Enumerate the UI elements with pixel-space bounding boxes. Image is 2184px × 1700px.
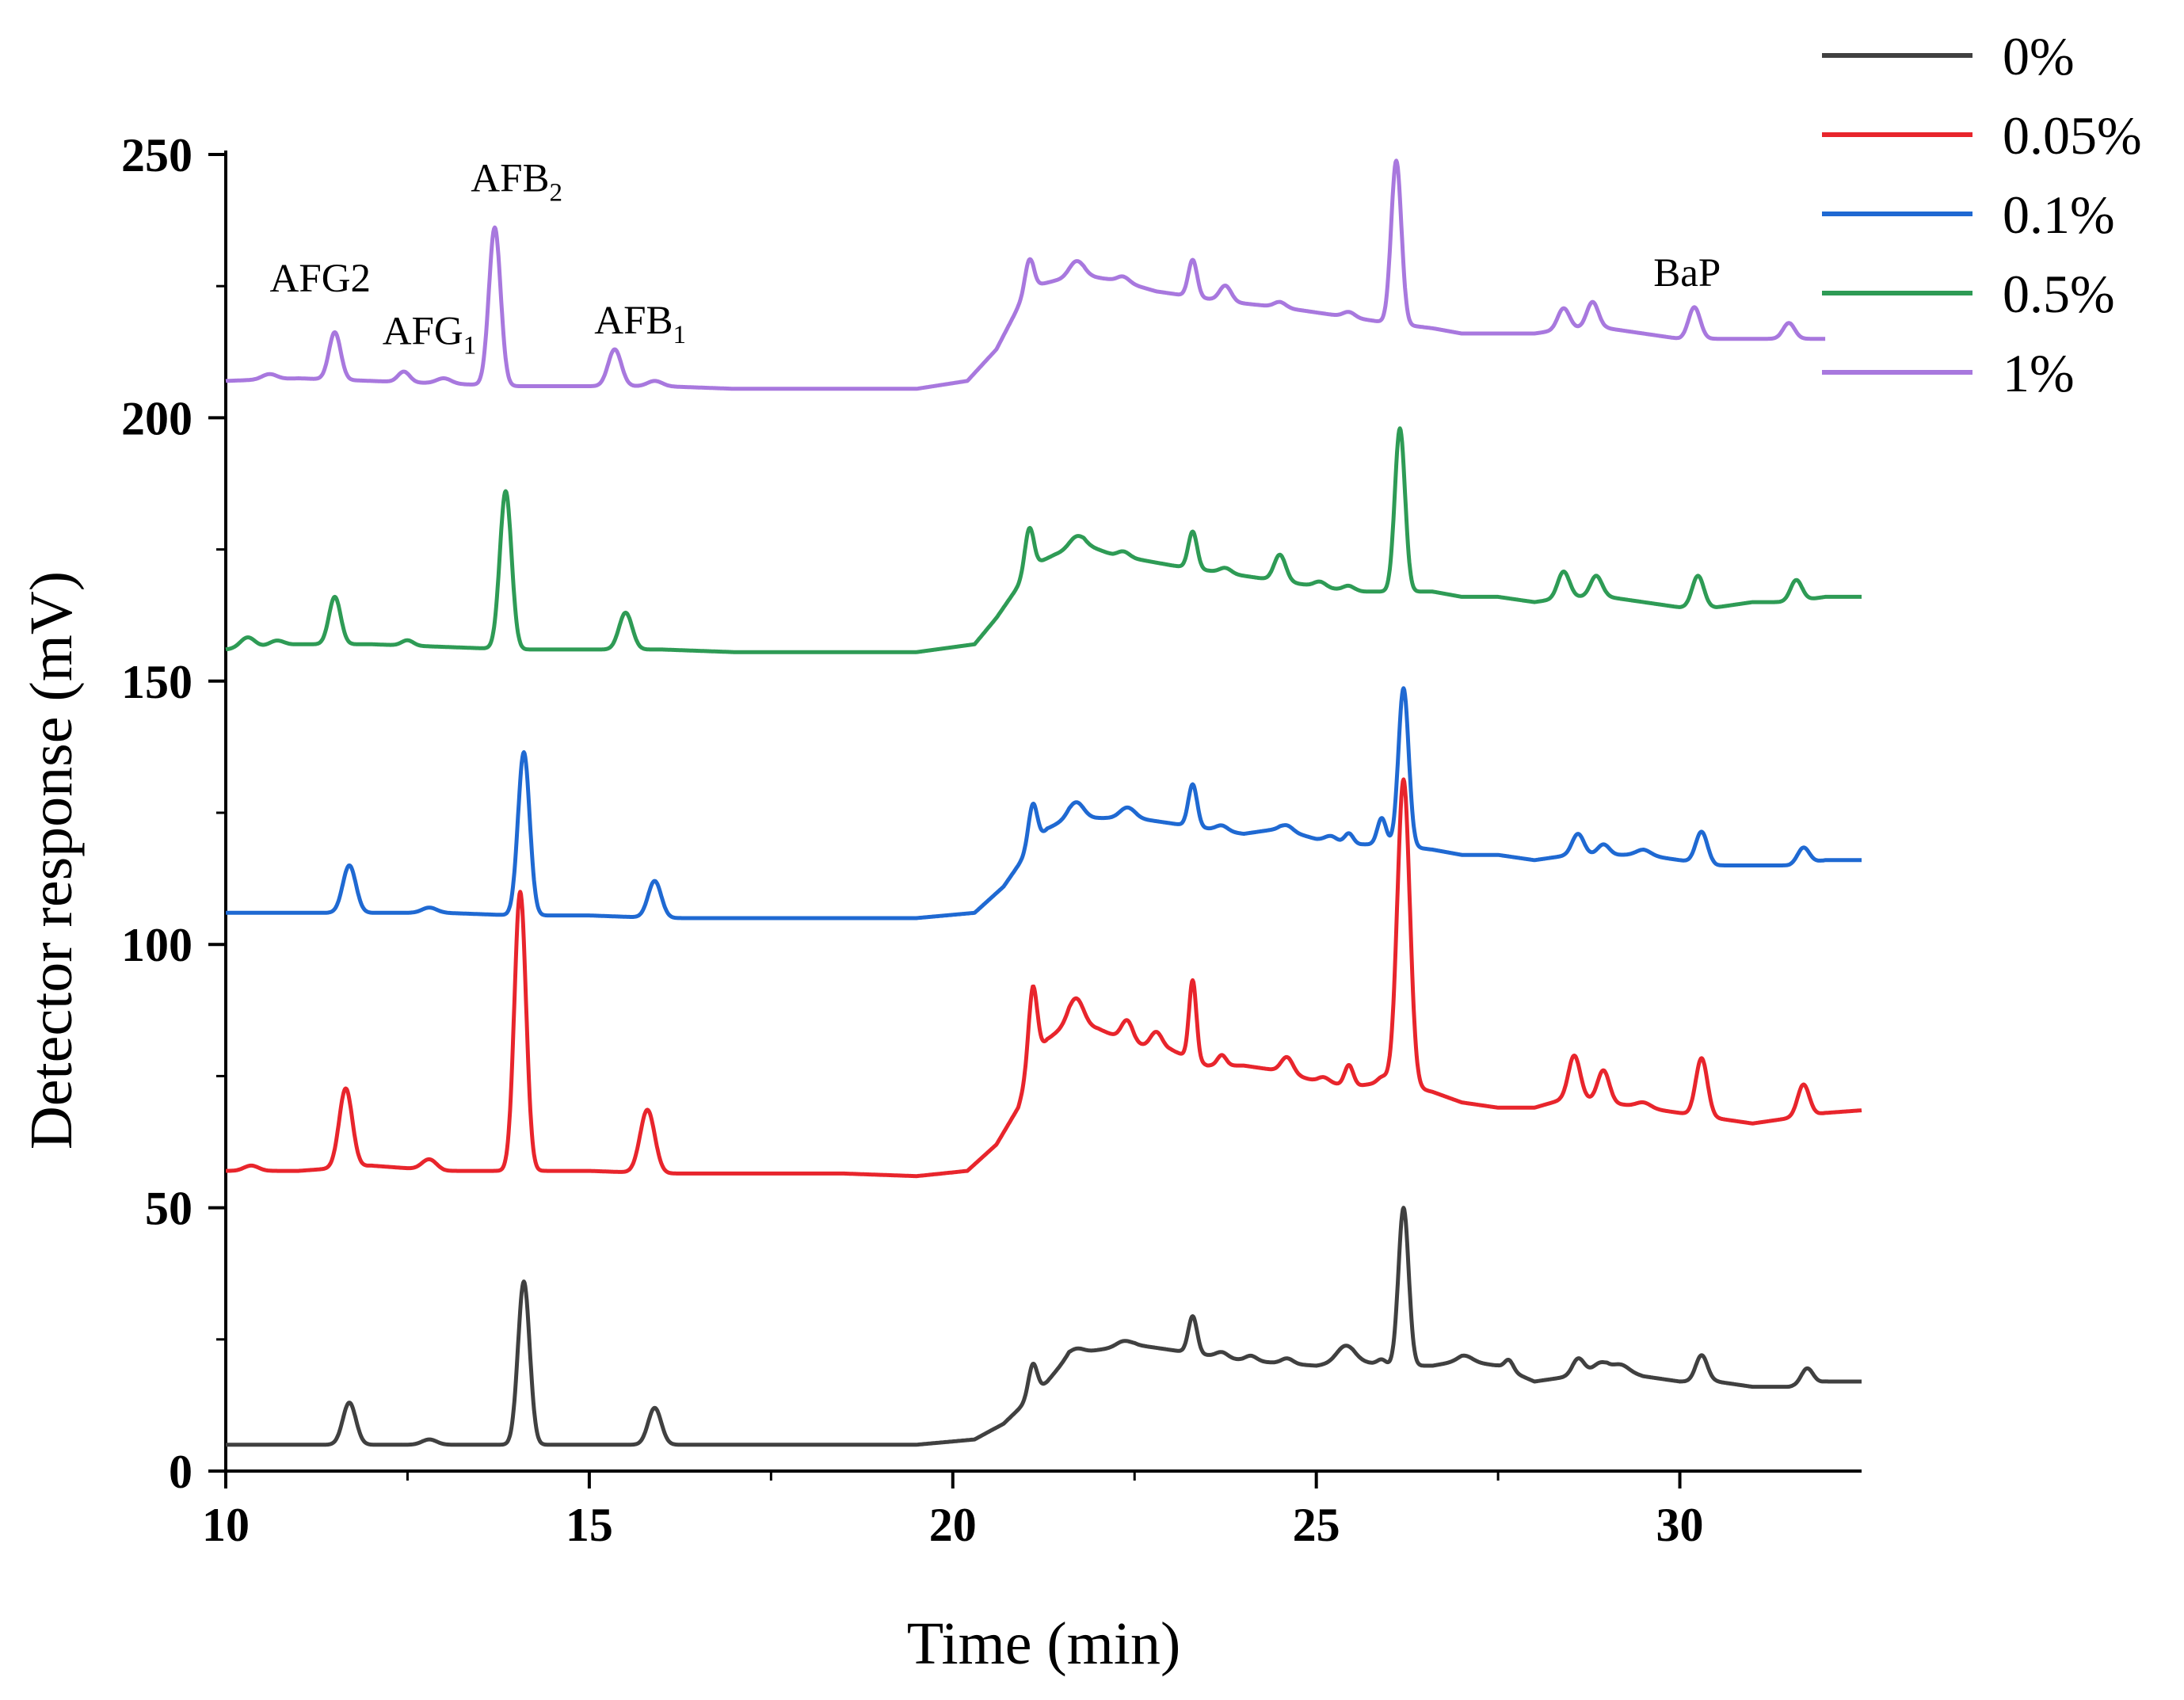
peak-label-text: BaP bbox=[1653, 251, 1721, 295]
legend-label-1: 0.05% bbox=[2003, 105, 2142, 166]
peak-label-subscript: 1 bbox=[673, 321, 686, 349]
x-tick-label: 20 bbox=[929, 1499, 977, 1551]
peak-label-bap: BaP bbox=[1653, 251, 1721, 295]
y-tick-label: 0 bbox=[169, 1446, 192, 1498]
series-line-0 bbox=[224, 1206, 1863, 1447]
peak-label-afg1: AFG1 bbox=[383, 309, 477, 360]
x-ticks: 10 15 20 25 30 bbox=[202, 1471, 1704, 1551]
y-ticks: 0 50 100 150 200 250 bbox=[121, 129, 226, 1498]
legend-label-0: 0% bbox=[2003, 26, 2075, 86]
x-tick-label: 15 bbox=[566, 1499, 613, 1551]
peak-label-text: AFG bbox=[383, 309, 463, 353]
x-tick-label: 10 bbox=[202, 1499, 250, 1551]
peak-label-text: AFG2 bbox=[270, 257, 372, 301]
legend-label-2: 0.1% bbox=[2003, 185, 2115, 245]
y-tick-label: 100 bbox=[121, 919, 192, 971]
legend-label-3: 0.5% bbox=[2003, 264, 2115, 324]
legend: 0% 0.05% 0.1% 0.5% 1% bbox=[1822, 26, 2142, 403]
y-tick-label: 250 bbox=[121, 129, 192, 181]
x-axis-title: Time (min) bbox=[907, 1610, 1181, 1677]
series-line-2 bbox=[224, 686, 1863, 921]
series-line-3 bbox=[224, 426, 1863, 654]
peak-label-text: AFB bbox=[471, 157, 549, 201]
y-tick-label: 150 bbox=[121, 656, 192, 708]
series-line-1 bbox=[224, 777, 1863, 1179]
series-line-4 bbox=[224, 158, 1827, 391]
x-tick-label: 30 bbox=[1656, 1499, 1704, 1551]
peak-label-subscript: 1 bbox=[463, 331, 477, 360]
y-axis-title: Detector response (mV) bbox=[18, 571, 85, 1149]
peak-label-subscript: 2 bbox=[549, 179, 562, 208]
series-layer bbox=[224, 158, 1863, 1447]
x-tick-label: 25 bbox=[1293, 1499, 1340, 1551]
peak-label-text: AFB bbox=[594, 299, 673, 343]
peak-label-afb1: AFB1 bbox=[594, 299, 686, 349]
legend-label-4: 1% bbox=[2003, 343, 2075, 403]
y-tick-label: 50 bbox=[145, 1183, 192, 1235]
peak-label-afg2: AFG2 bbox=[270, 257, 372, 301]
y-tick-label: 200 bbox=[121, 392, 192, 444]
peak-label-afb2: AFB2 bbox=[471, 157, 562, 208]
